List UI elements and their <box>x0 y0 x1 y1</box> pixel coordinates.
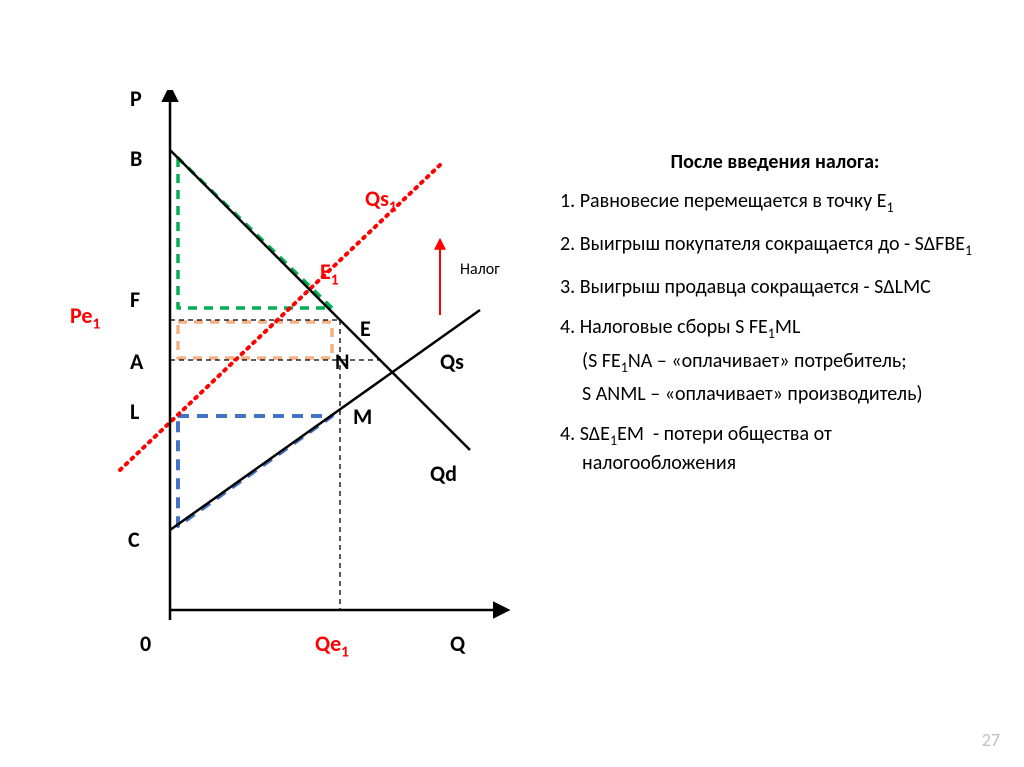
chart-label: Qe1 <box>315 630 349 661</box>
chart-label: Qs1 <box>365 185 397 216</box>
text-panel-item: 4. Налоговые сборы S FE1ML <box>560 314 990 343</box>
text-panel-item: 1. Равновесие перемещается в точку E1 <box>560 188 990 217</box>
chart-label: Qs <box>440 348 464 375</box>
chart-label: E <box>360 315 371 342</box>
text-panel-title: После введения налога: <box>560 150 990 174</box>
slide-number: 27 <box>982 729 1000 751</box>
chart-svg <box>60 90 530 670</box>
chart-small-label: Налог <box>460 260 500 279</box>
text-panel: После введения налога: 1. Равновесие пер… <box>560 150 990 490</box>
supply-line <box>170 310 480 530</box>
demand-line <box>170 150 470 450</box>
chart-label: A <box>130 348 143 375</box>
chart-label: 0 <box>140 630 151 657</box>
chart-label: F <box>130 286 140 313</box>
text-panel-item: (S FE1NA – «оплачивает» потребитель; <box>560 348 990 377</box>
chart-area: PBFALC0QENMQsQdPe1Qs1E1Qe1Налог <box>60 90 530 670</box>
chart-label: Q <box>450 630 465 657</box>
chart-label: L <box>130 398 139 425</box>
text-panel-item: 3. Выигрыш продавца сокращается - S∆LMC <box>560 274 990 300</box>
chart-label: E1 <box>320 258 339 289</box>
text-panel-item: 2. Выигрыш покупателя сокращается до - S… <box>560 231 990 260</box>
chart-label: Qd <box>430 460 457 487</box>
text-panel-item: 4. S∆E1EM - потери общества от налогообл… <box>560 421 990 476</box>
chart-label: Pe1 <box>70 302 100 333</box>
chart-label: C <box>128 526 140 553</box>
chart-label: M <box>353 403 372 430</box>
text-panel-item: S ANML – «оплачивает» производитель) <box>560 381 990 407</box>
chart-label: N <box>335 348 350 375</box>
chart-label: P <box>130 85 142 112</box>
slide: P B F AL C 0 Q EN M Qs Qd Pe1 Qs1 E1 Qe1 Налог После вв… <box>0 0 1024 767</box>
text-panel-items: 1. Равновесие перемещается в точку E1 2. … <box>560 188 990 476</box>
chart-label: B <box>130 145 142 172</box>
